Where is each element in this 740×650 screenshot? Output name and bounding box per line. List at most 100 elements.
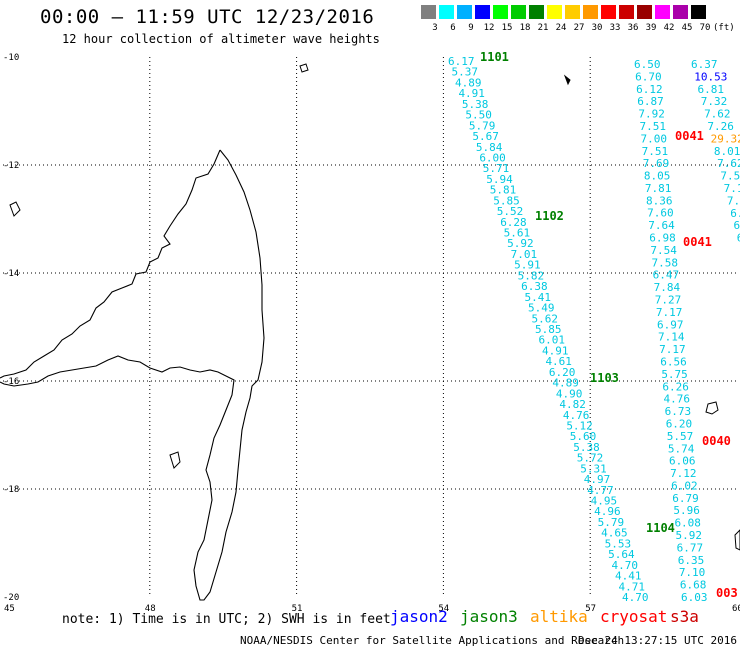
wave-height-value: 6.79 <box>672 492 699 505</box>
wave-height-value: 4.95 <box>591 495 618 508</box>
lat-tick-label: -18 <box>3 485 19 495</box>
madagascar-coastline-north <box>0 149 221 379</box>
wave-height-value: 6.20 <box>549 366 576 379</box>
wave-height-value: 6.12 <box>636 83 663 96</box>
wave-height-value: 5.31 <box>580 462 607 475</box>
legend-label: 18 <box>519 23 531 33</box>
legend-swatch <box>421 5 436 19</box>
wave-height-value: 6.38 <box>521 280 548 293</box>
wave-height-value: 5.71 <box>483 162 510 175</box>
wave-height-value: 7.54 <box>650 244 677 257</box>
wave-height-value: 6.8 <box>733 219 740 232</box>
wave-height-value: 7.26 <box>707 120 734 133</box>
wave-height-value: 5.53 <box>605 537 632 550</box>
legend-swatch <box>475 5 490 19</box>
lon-tick-label: 45 <box>4 604 15 614</box>
wave-height-value: 29.32 <box>711 132 740 145</box>
legend-label: 3 <box>432 23 438 33</box>
wave-height-value: 6.03 <box>681 591 708 604</box>
legend-swatch <box>673 5 688 19</box>
wave-height-value: 6.01 <box>538 334 565 347</box>
legend-label: 24 <box>555 23 567 33</box>
wave-height-value: 5.57 <box>667 430 694 443</box>
wave-height-value: 7.51 <box>720 170 740 183</box>
wave-height-value: 5.92 <box>676 529 703 542</box>
wave-height-value: 6.73 <box>665 405 692 418</box>
lat-tick-label: -12 <box>3 161 19 171</box>
wave-height-value: 7.51 <box>639 120 666 133</box>
wave-height-value: 5.94 <box>486 173 513 186</box>
wave-height-value: 4.89 <box>455 76 482 89</box>
legend-label: 39 <box>645 23 657 33</box>
wave-height-value: 5.38 <box>462 98 489 111</box>
wave-height-value: 6.20 <box>666 417 693 430</box>
wave-height-value: 6.06 <box>669 455 696 468</box>
legend-swatch <box>457 5 472 19</box>
wave-height-value: 6.26 <box>662 380 689 393</box>
legend-label: 42 <box>663 23 675 33</box>
wave-height-value: 6.70 <box>635 70 662 83</box>
wave-height-value: 7.69 <box>643 157 670 170</box>
island-north <box>299 63 309 73</box>
legend-swatch <box>529 5 544 19</box>
legend-label: 12 <box>483 23 495 33</box>
pass-label: 1101 <box>480 50 509 64</box>
wave-height-value: 8.05 <box>644 170 671 183</box>
island-west-2 <box>169 451 181 469</box>
wave-height-value: 6. <box>737 232 740 245</box>
legend-label: 33 <box>609 23 621 33</box>
agency-credit: NOAA/NESDIS Center for Satellite Applica… <box>240 634 625 647</box>
legend-swatch <box>493 5 508 19</box>
wave-height-value: 5.12 <box>566 419 593 432</box>
map-title: 00:00 – 11:59 UTC 12/23/2016 <box>40 6 375 28</box>
wave-height-value: 7.17 <box>656 306 683 319</box>
legend-label: 21 <box>537 23 549 33</box>
madagascar-coastline <box>0 149 265 601</box>
legend-label: 45 <box>681 23 693 33</box>
pass-label: 003 <box>716 586 738 600</box>
legend-swatch <box>637 5 652 19</box>
wave-height-value: 6.50 <box>634 58 661 71</box>
wave-height-value: 5.52 <box>497 205 523 218</box>
lon-tick-label: 51 <box>292 604 303 614</box>
wave-height-value: 7.12 <box>670 467 697 480</box>
wave-height-value: 7.27 <box>655 294 682 307</box>
wave-height-value: 6.7 <box>730 207 740 220</box>
pass-label: 1104 <box>646 521 675 535</box>
wave-height-value: 5.62 <box>532 312 559 325</box>
wave-height-value: 6.17 <box>448 55 475 68</box>
wave-height-value: 5.64 <box>608 548 635 561</box>
legend-unit: (ft) <box>713 23 735 33</box>
pass-label: 0041 <box>683 235 712 249</box>
wave-height-value: 4.77 <box>587 484 614 497</box>
wave-height-value: 6.08 <box>674 517 701 530</box>
wave-height-value: 7.51 <box>642 145 669 158</box>
legend-label: 36 <box>627 23 639 33</box>
legend-swatch <box>439 5 454 19</box>
lon-tick-label: 48 <box>145 604 156 614</box>
wave-height-value: 5.60 <box>570 430 597 443</box>
wave-height-value: 4.76 <box>563 409 590 422</box>
wave-height-value: 5.75 <box>661 368 688 381</box>
wave-height-value: 7.11 <box>724 182 740 195</box>
wave-height-value: 5.79 <box>598 516 625 529</box>
wave-height-value: 4.70 <box>612 559 639 572</box>
satellite-label: jason2 <box>390 607 448 626</box>
island-east <box>705 401 719 415</box>
wave-height-value: 5.91 <box>514 259 541 272</box>
wave-height-value: 5.84 <box>476 141 503 154</box>
wave-height-value: 7.62 <box>717 157 740 170</box>
wave-height-value: 6.37 <box>691 58 718 71</box>
satellite-label: altika <box>530 607 588 626</box>
wave-height-value: 6.68 <box>680 579 707 592</box>
lon-tick-label: 57 <box>585 604 596 614</box>
pass-label: 0040 <box>702 434 731 448</box>
pass-label: 1102 <box>535 209 564 223</box>
wave-height-value: 5.72 <box>577 452 604 465</box>
wave-height-value: 5.49 <box>528 302 555 315</box>
wave-height-value: 7.81 <box>645 182 672 195</box>
lon-tick-label: 60 <box>732 604 740 614</box>
wave-height-value: 10.53 <box>694 70 727 83</box>
wave-height-value: 8.36 <box>646 194 673 207</box>
legend-swatch <box>511 5 526 19</box>
